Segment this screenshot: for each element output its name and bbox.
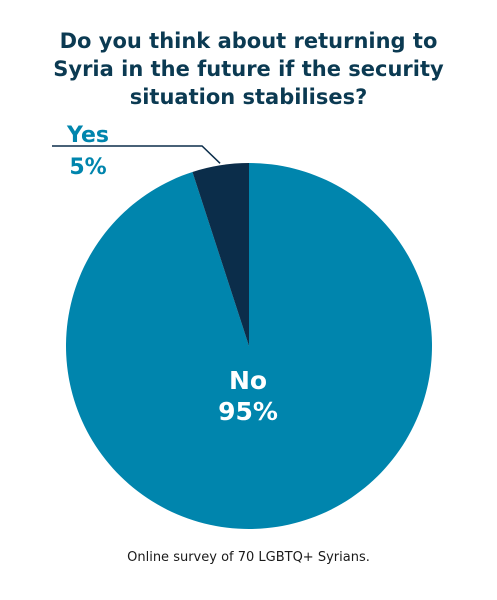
chart-title-line-3: situation stabilises? [129, 85, 368, 109]
chart-caption: Online survey of 70 LGBTQ+ Syrians. [127, 550, 370, 565]
no-label-name: No [229, 366, 267, 395]
yes-label-value: 5% [69, 155, 106, 180]
chart-title-line-1: Do you think about returning to [59, 29, 438, 53]
pie-slice-yes [192, 163, 249, 346]
yes-leader-line [52, 145, 221, 164]
chart-title-line-2: Syria in the future if the security [53, 57, 444, 81]
chart-title: Do you think about returning to Syria in… [0, 27, 497, 111]
yes-label-name: Yes [66, 123, 109, 148]
no-label-value: 95% [218, 397, 278, 426]
